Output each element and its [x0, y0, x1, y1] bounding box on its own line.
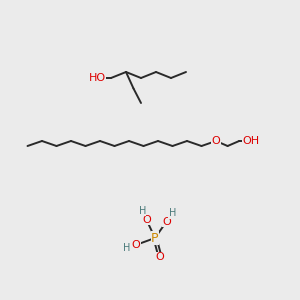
Text: H: H — [169, 208, 176, 218]
Text: O: O — [142, 215, 151, 225]
Text: O: O — [212, 136, 220, 146]
Text: OH: OH — [243, 136, 260, 146]
Text: H: H — [139, 206, 146, 216]
Text: O: O — [156, 252, 165, 262]
Text: HO: HO — [88, 73, 106, 83]
Text: O: O — [162, 217, 171, 226]
Text: O: O — [132, 240, 141, 250]
Text: H: H — [123, 243, 130, 253]
Text: P: P — [151, 232, 159, 244]
